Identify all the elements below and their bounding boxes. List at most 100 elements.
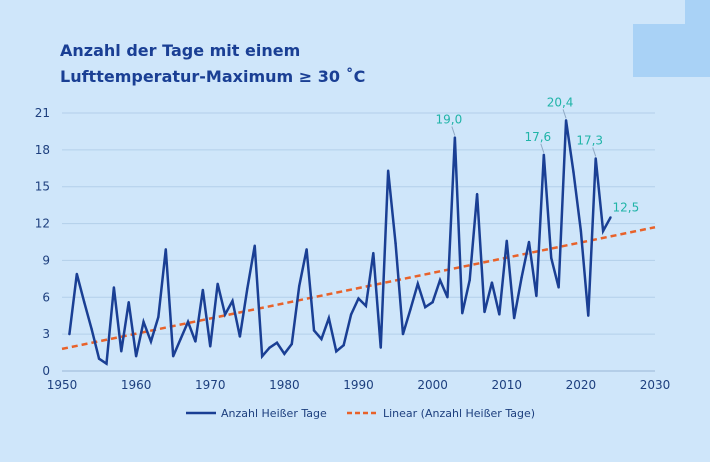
y-tick-label: 18 <box>35 143 50 157</box>
data-point-2007 <box>483 310 486 314</box>
data-point-2009 <box>498 313 501 316</box>
data-point-1983 <box>305 248 308 251</box>
data-point-1973 <box>231 299 234 303</box>
data-point-1992 <box>372 251 375 255</box>
data-point-1993 <box>379 346 382 349</box>
data-point-1971 <box>216 282 219 285</box>
series-line-hot-days <box>68 120 612 366</box>
legend-label-linear: Linear (Anzahl Heißer Tage) <box>383 407 535 420</box>
data-point-1986 <box>327 316 331 320</box>
data-label-leader-2022 <box>592 147 597 157</box>
data-point-2014 <box>535 294 538 298</box>
y-tick-label: 9 <box>42 253 50 267</box>
data-point-1962 <box>149 340 153 343</box>
data-point-1957 <box>112 286 116 289</box>
data-point-1960 <box>134 355 138 358</box>
chart-title: Anzahl der Tage mit einem Lufttemperatur… <box>60 38 365 90</box>
data-point-2020 <box>579 229 583 233</box>
data-point-1975 <box>246 287 249 290</box>
data-point-1982 <box>298 285 301 288</box>
data-point-2011 <box>512 316 516 320</box>
data-point-2002 <box>446 296 449 299</box>
data-point-1989 <box>349 313 353 316</box>
data-point-2005 <box>468 278 471 282</box>
data-point-1984 <box>312 329 316 332</box>
data-point-2024 <box>609 216 612 219</box>
data-point-1966 <box>179 337 182 341</box>
data-point-2022 <box>594 157 597 160</box>
data-label-leader-2015 <box>540 143 545 153</box>
data-point-2001 <box>438 278 442 282</box>
x-tick-label: 2000 <box>417 378 448 392</box>
data-point-2006 <box>475 192 479 196</box>
y-tick-label: 0 <box>42 364 50 378</box>
data-label-2024: 12,5 <box>613 200 640 214</box>
data-point-1967 <box>186 320 190 324</box>
legend: Anzahl Heißer Tage Linear (Anzahl Heißer… <box>186 407 535 420</box>
data-point-2023 <box>601 229 605 233</box>
x-tick-label: 1970 <box>195 378 226 392</box>
data-point-1995 <box>394 242 397 245</box>
data-point-2008 <box>490 281 494 284</box>
data-point-1977 <box>260 355 264 358</box>
legend-label-hot-days: Anzahl Heißer Tage <box>221 407 327 420</box>
data-point-1980 <box>283 352 286 355</box>
data-point-2015 <box>542 153 546 156</box>
trend-line <box>61 226 656 351</box>
x-tick-label: 2030 <box>640 378 671 392</box>
data-point-1990 <box>357 297 360 300</box>
data-point-1997 <box>409 308 412 311</box>
data-label-2018: 20,4 <box>547 95 574 109</box>
data-point-1998 <box>416 282 419 285</box>
data-point-1961 <box>142 320 145 324</box>
data-point-1956 <box>105 362 108 365</box>
data-point-2000 <box>431 301 434 304</box>
data-point-1972 <box>223 313 227 316</box>
data-point-1979 <box>275 341 279 344</box>
data-point-2016 <box>550 256 553 260</box>
data-point-1959 <box>127 301 130 304</box>
y-tick-label: 3 <box>42 327 50 341</box>
grid-lines <box>62 112 655 335</box>
data-point-2017 <box>557 286 560 289</box>
data-point-1969 <box>201 288 205 292</box>
data-labels: 19,0 17,6 20,4 17,3 12,5 <box>436 95 640 214</box>
data-point-1955 <box>97 357 101 360</box>
chart-title-line-2: Lufttemperatur-Maximum ≥ 30 ˚C <box>60 67 366 86</box>
data-point-1953 <box>83 301 86 304</box>
y-tick-label: 6 <box>42 290 50 304</box>
data-point-1951 <box>68 332 71 336</box>
data-point-1999 <box>424 305 427 309</box>
data-point-1994 <box>386 169 390 172</box>
data-point-2018 <box>564 119 568 122</box>
data-point-1981 <box>290 342 293 346</box>
data-point-1996 <box>401 332 405 336</box>
x-tick-label: 2020 <box>566 378 597 392</box>
data-point-2003 <box>453 136 457 139</box>
data-point-1978 <box>268 346 271 349</box>
data-point-2013 <box>527 240 531 244</box>
x-tick-label: 2010 <box>491 378 522 392</box>
data-point-1976 <box>253 244 256 247</box>
data-point-2010 <box>505 239 508 242</box>
data-point-2004 <box>461 312 464 315</box>
data-point-1987 <box>335 350 338 353</box>
data-point-1968 <box>194 340 197 343</box>
x-tick-label: 1960 <box>121 378 152 392</box>
data-point-1988 <box>342 344 345 347</box>
data-point-1958 <box>120 350 123 353</box>
y-tick-label: 12 <box>35 217 50 231</box>
data-point-1954 <box>90 328 93 331</box>
data-label-leader-2018 <box>562 109 567 119</box>
data-point-1952 <box>75 272 79 276</box>
corner-decoration-notch <box>633 0 685 24</box>
y-axis-ticks: 0 3 6 9 12 15 18 21 <box>35 106 50 378</box>
data-point-1974 <box>238 335 242 338</box>
data-label-leader-2003 <box>451 126 456 136</box>
data-label-2015: 17,6 <box>524 130 551 144</box>
data-points <box>68 119 612 365</box>
x-tick-label: 1980 <box>269 378 300 392</box>
data-point-1965 <box>171 355 175 358</box>
data-point-1964 <box>164 248 167 251</box>
